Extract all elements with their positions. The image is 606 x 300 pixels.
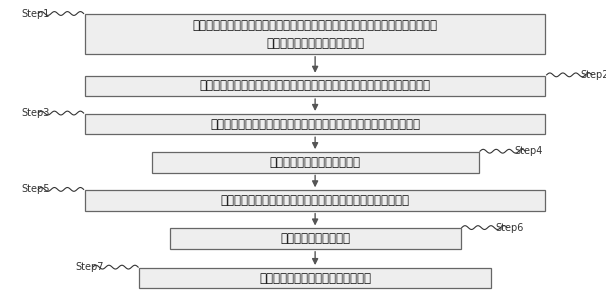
Text: Step7: Step7 — [76, 262, 104, 272]
Text: Step5: Step5 — [21, 184, 50, 194]
FancyBboxPatch shape — [85, 114, 545, 134]
Text: Step3: Step3 — [21, 108, 50, 118]
Text: Step4: Step4 — [514, 146, 542, 156]
Text: 基于房间管理平台，首先进行发包方和接包方的身份验证，通过后由绑定标签来
设置房间准入的工作平台工程师: 基于房间管理平台，首先进行发包方和接包方的身份验证，通过后由绑定标签来 设置房间… — [193, 19, 438, 50]
Text: 发包方在房间内发布任务订单: 发包方在房间内发布任务订单 — [270, 156, 361, 169]
Text: 完成基于房间管理的任务分发与协同: 完成基于房间管理的任务分发与协同 — [259, 272, 371, 285]
FancyBboxPatch shape — [85, 14, 545, 54]
Text: 发包方和接包方在房间内围绕同一个话题开展工作，其中话题是自由定义的: 发包方和接包方在房间内围绕同一个话题开展工作，其中话题是自由定义的 — [199, 80, 431, 92]
FancyBboxPatch shape — [85, 190, 545, 211]
FancyBboxPatch shape — [139, 268, 491, 288]
Text: Step2: Step2 — [581, 70, 606, 80]
FancyBboxPatch shape — [85, 76, 545, 96]
Text: 发包方和接包方在房间内设置默认的订单价格，以以在价格作为参考: 发包方和接包方在房间内设置默认的订单价格，以以在价格作为参考 — [210, 118, 420, 130]
FancyBboxPatch shape — [152, 152, 479, 172]
Text: 在房间内进行任务分发: 在房间内进行任务分发 — [280, 232, 350, 245]
FancyBboxPatch shape — [170, 228, 461, 249]
Text: Step1: Step1 — [21, 8, 50, 19]
Text: 满足准入条件标签的接包方进入房间查看该房间内的所有信息: 满足准入条件标签的接包方进入房间查看该房间内的所有信息 — [221, 194, 410, 207]
Text: Step6: Step6 — [496, 223, 524, 232]
